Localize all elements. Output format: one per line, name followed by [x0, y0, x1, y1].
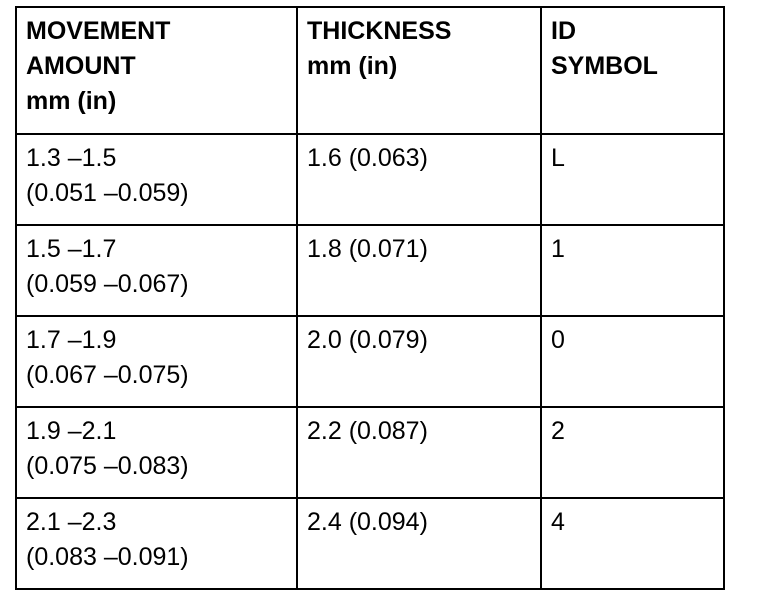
- table-cell: 1.3 –1.5 (0.051 –0.059): [15, 133, 298, 226]
- cell-text: SYMBOL: [551, 52, 658, 80]
- header-row: MOVEMENT AMOUNT mm (in) THICKNESS mm (in) ID S…: [15, 6, 725, 135]
- table-row: 1.5 –1.7 (0.059 –0.067) 1.8 (0.071) 1: [15, 224, 725, 317]
- cell-text: MOVEMENT: [26, 17, 171, 45]
- cell-text: ID: [551, 17, 576, 45]
- cell-text: 0: [551, 326, 565, 354]
- table-cell: 2.0 (0.079): [296, 315, 542, 408]
- table-cell: 1.7 –1.9 (0.067 –0.075): [15, 315, 298, 408]
- cell-text: 2.1 –2.3: [26, 508, 117, 536]
- table-header: MOVEMENT AMOUNT mm (in) THICKNESS mm (in) ID S…: [15, 6, 725, 135]
- cell-text: mm (in): [307, 52, 398, 80]
- table-cell: L: [540, 133, 725, 226]
- table-cell: 1: [540, 224, 725, 317]
- cell-text: 1.7 –1.9: [26, 326, 117, 354]
- table-cell: 4: [540, 497, 725, 590]
- cell-text: 1.9 –2.1: [26, 417, 117, 445]
- cell-text: 4: [551, 508, 565, 536]
- cell-text: (0.051 –0.059): [26, 179, 189, 207]
- table-row: 2.1 –2.3 (0.083 –0.091) 2.4 (0.094) 4: [15, 497, 725, 590]
- cell-text: mm (in): [26, 87, 117, 115]
- table-row: 1.3 –1.5 (0.051 –0.059) 1.6 (0.063) L: [15, 133, 725, 226]
- header-cell: THICKNESS mm (in): [296, 6, 542, 135]
- cell-text: 1.3 –1.5: [26, 144, 117, 172]
- cell-text: 1.5 –1.7: [26, 235, 117, 263]
- table-cell: 2: [540, 406, 725, 499]
- cell-text: 2.4 (0.094): [307, 508, 428, 536]
- table-row: 1.9 –2.1 (0.075 –0.083) 2.2 (0.087) 2: [15, 406, 725, 499]
- cell-text: 1.6 (0.063): [307, 144, 428, 172]
- cell-text: THICKNESS: [307, 17, 452, 45]
- cell-text: 1: [551, 235, 565, 263]
- table-cell: 0: [540, 315, 725, 408]
- spec-table: MOVEMENT AMOUNT mm (in) THICKNESS mm (in) ID S…: [15, 6, 725, 590]
- cell-text: 2.2 (0.087): [307, 417, 428, 445]
- cell-text: (0.067 –0.075): [26, 361, 189, 389]
- cell-text: (0.083 –0.091): [26, 543, 189, 571]
- table-cell: 1.8 (0.071): [296, 224, 542, 317]
- cell-text: AMOUNT: [26, 52, 136, 80]
- cell-text: 1.8 (0.071): [307, 235, 428, 263]
- cell-text: L: [551, 144, 565, 172]
- table-body: 1.3 –1.5 (0.051 –0.059) 1.6 (0.063) L 1.5 –1…: [15, 133, 725, 590]
- table-cell: 1.5 –1.7 (0.059 –0.067): [15, 224, 298, 317]
- cell-text: 2.0 (0.079): [307, 326, 428, 354]
- table-cell: 1.9 –2.1 (0.075 –0.083): [15, 406, 298, 499]
- cell-text: (0.059 –0.067): [26, 270, 189, 298]
- table-cell: 2.4 (0.094): [296, 497, 542, 590]
- header-cell: ID SYMBOL: [540, 6, 725, 135]
- cell-text: 2: [551, 417, 565, 445]
- table-cell: 2.2 (0.087): [296, 406, 542, 499]
- cell-text: (0.075 –0.083): [26, 452, 189, 480]
- header-cell: MOVEMENT AMOUNT mm (in): [15, 6, 298, 135]
- table-cell: 2.1 –2.3 (0.083 –0.091): [15, 497, 298, 590]
- table-row: 1.7 –1.9 (0.067 –0.075) 2.0 (0.079) 0: [15, 315, 725, 408]
- table-cell: 1.6 (0.063): [296, 133, 542, 226]
